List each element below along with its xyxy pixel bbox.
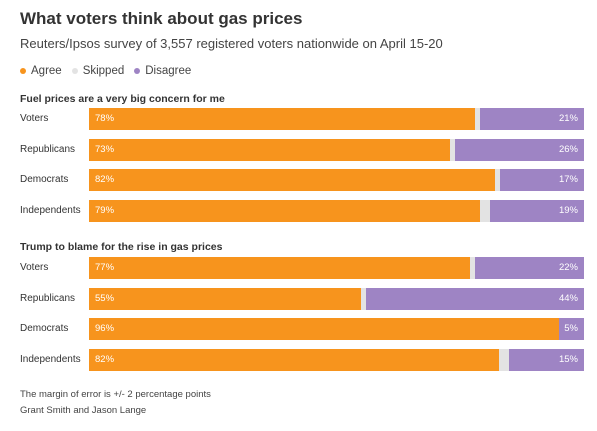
row-label-blame-republicans: Republicans [20, 292, 76, 304]
bar-segment-disagree [509, 348, 584, 371]
data-label-agree: 79% [95, 204, 115, 216]
bar-segment-disagree [455, 138, 584, 161]
bar-segment-skipped [361, 287, 367, 310]
bar-segment-agree [89, 169, 495, 191]
legend-swatch-disagree [134, 68, 141, 74]
bar-segment-disagree [475, 257, 584, 279]
data-label-agree: 73% [95, 143, 115, 155]
row-label-blame-voters: Voters [20, 262, 49, 273]
data-label-disagree: 44% [558, 292, 578, 304]
bar-row-concern-voters: 78% 21% [89, 108, 584, 130]
chart-subtitle: Reuters/Ipsos survey of 3,557 registered… [20, 36, 443, 51]
bar-segment-disagree [499, 169, 584, 191]
bar-segment-skipped [475, 108, 481, 130]
bar-segment-agree [89, 348, 499, 371]
data-label-disagree: 19% [558, 204, 578, 216]
bar-segment-agree [89, 287, 362, 310]
bar-segment-skipped [499, 348, 509, 371]
bar-row-concern-independents: 79% 19% [89, 199, 584, 222]
bar-segment-disagree [480, 108, 584, 130]
data-label-disagree: 26% [558, 143, 578, 155]
data-label-agree: 55% [95, 292, 115, 304]
data-label-agree: 96% [95, 323, 115, 334]
legend-label-disagree: Disagree [145, 65, 192, 77]
data-label-disagree: 17% [558, 174, 578, 185]
data-label-agree: 77% [95, 262, 115, 273]
bar-row-blame-republicans: 55% 44% [89, 287, 584, 310]
bar-segment-agree [89, 257, 471, 279]
legend-label-agree: Agree [31, 65, 62, 77]
bar-row-blame-independents: 82% 15% [89, 348, 584, 371]
bar-row-concern-democrats: 82% 17% [89, 169, 584, 191]
data-label-disagree: 5% [564, 323, 578, 334]
bar-segment-agree [89, 318, 560, 340]
legend-swatch-skipped [71, 68, 78, 74]
row-label-blame-independents: Independents [20, 353, 81, 365]
bar-segment-disagree [489, 199, 584, 222]
footer-credit: Grant Smith and Jason Lange [20, 405, 147, 416]
row-label-concern-democrats: Democrats [20, 174, 69, 185]
legend-label-skipped: Skipped [82, 65, 125, 77]
data-label-agree: 82% [95, 174, 115, 185]
bar-segment-disagree [366, 287, 584, 310]
bar-segment-disagree [559, 318, 584, 340]
row-label-concern-voters: Voters [20, 113, 49, 124]
bar-segment-agree [89, 108, 476, 130]
bar-segment-skipped [480, 199, 490, 222]
data-label-agree: 82% [95, 353, 115, 365]
bar-segment-agree [89, 199, 481, 222]
group-title-concern: Fuel prices are a very big concern for m… [20, 93, 225, 105]
data-label-agree: 78% [95, 113, 115, 124]
row-label-concern-independents: Independents [20, 204, 81, 216]
legend-item-skipped: Skipped [71, 65, 125, 77]
legend-swatch-agree [20, 68, 26, 74]
bar-segment-skipped [494, 169, 500, 191]
row-label-blame-democrats: Democrats [20, 323, 69, 334]
data-label-disagree: 15% [558, 353, 578, 365]
bar-segment-agree [89, 138, 451, 161]
bar-row-blame-democrats: 96% 5% [89, 318, 584, 340]
data-label-disagree: 21% [558, 113, 578, 124]
legend-item-disagree: Disagree [134, 65, 191, 77]
bar-row-concern-republicans: 73% 26% [89, 138, 584, 161]
bar-segment-skipped [450, 138, 456, 161]
chart-title: What voters think about gas prices [20, 9, 303, 28]
bar-segment-skipped [470, 257, 476, 279]
row-label-concern-republicans: Republicans [20, 143, 76, 155]
data-label-disagree: 22% [558, 262, 578, 273]
footer-note: The margin of error is +/- 2 percentage … [20, 389, 211, 400]
legend-item-agree: Agree [20, 65, 62, 77]
legend: Agree Skipped Disagree [20, 65, 191, 77]
bar-row-blame-voters: 77% 22% [89, 257, 584, 279]
group-title-blame: Trump to blame for the rise in gas price… [20, 241, 223, 253]
